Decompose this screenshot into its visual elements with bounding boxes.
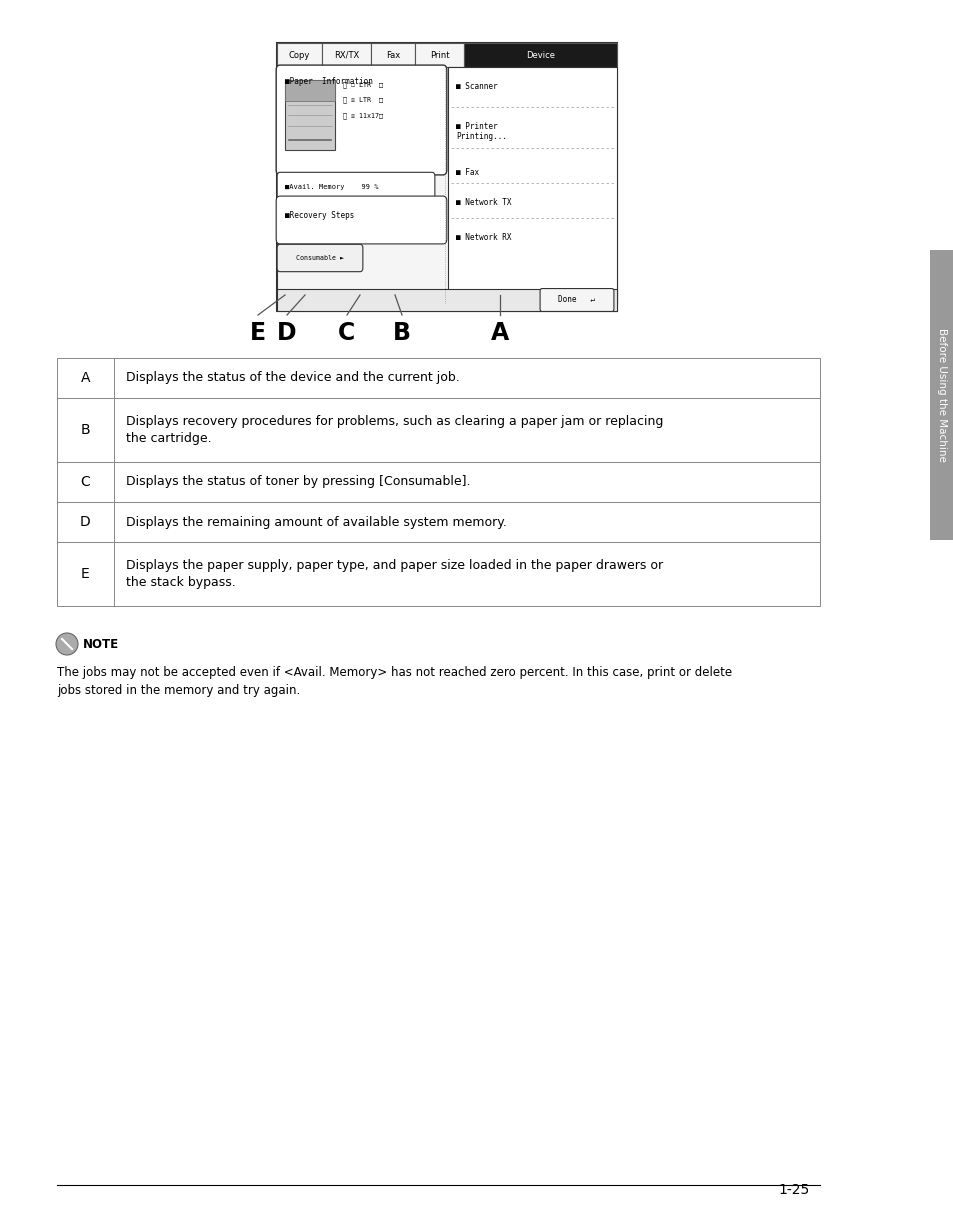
Text: ② ☒ LTR  □: ② ☒ LTR □ bbox=[343, 97, 382, 103]
Ellipse shape bbox=[56, 633, 78, 655]
FancyBboxPatch shape bbox=[277, 244, 362, 271]
FancyBboxPatch shape bbox=[276, 65, 446, 175]
Text: E: E bbox=[81, 567, 90, 582]
Bar bbox=[57, 358, 820, 398]
Text: E: E bbox=[250, 321, 266, 345]
Text: ■ Printer
Printing...: ■ Printer Printing... bbox=[456, 121, 506, 141]
Text: B: B bbox=[81, 423, 91, 437]
Text: C: C bbox=[338, 321, 355, 345]
Bar bbox=[463, 43, 617, 67]
Text: Device: Device bbox=[525, 50, 555, 59]
Text: ■Paper  Information: ■Paper Information bbox=[285, 77, 373, 86]
Text: Displays the status of the device and the current job.: Displays the status of the device and th… bbox=[126, 372, 459, 384]
Bar bbox=[285, 80, 335, 150]
Text: ■Recovery Steps: ■Recovery Steps bbox=[285, 211, 354, 220]
Bar bbox=[276, 290, 617, 310]
Text: RX/TX: RX/TX bbox=[334, 50, 358, 59]
Text: D: D bbox=[80, 515, 91, 529]
Text: A: A bbox=[491, 321, 509, 345]
FancyBboxPatch shape bbox=[277, 172, 435, 201]
Bar bbox=[285, 80, 335, 101]
Bar bbox=[929, 250, 953, 540]
Text: Before Using the Machine: Before Using the Machine bbox=[936, 328, 946, 461]
Bar bbox=[371, 43, 415, 67]
Text: Print: Print bbox=[429, 50, 449, 59]
Text: A: A bbox=[81, 371, 91, 385]
Text: ■ Network RX: ■ Network RX bbox=[456, 233, 511, 242]
Text: ■ Network TX: ■ Network TX bbox=[456, 198, 511, 207]
Text: ③ ☒ 11x17□: ③ ☒ 11x17□ bbox=[343, 113, 382, 119]
Bar bbox=[57, 502, 820, 542]
FancyBboxPatch shape bbox=[539, 288, 614, 312]
Text: Displays the paper supply, paper type, and paper size loaded in the paper drawer: Displays the paper supply, paper type, a… bbox=[126, 560, 662, 589]
Bar bbox=[276, 43, 617, 310]
Bar bbox=[322, 43, 371, 67]
Text: Displays the remaining amount of available system memory.: Displays the remaining amount of availab… bbox=[126, 515, 506, 529]
Text: 1-25: 1-25 bbox=[778, 1183, 809, 1198]
Text: The jobs may not be accepted even if <Avail. Memory> has not reached zero percen: The jobs may not be accepted even if <Av… bbox=[57, 666, 731, 697]
Text: Fax: Fax bbox=[385, 50, 399, 59]
Text: Copy: Copy bbox=[289, 50, 310, 59]
Bar bbox=[57, 398, 820, 463]
Text: ■ Scanner: ■ Scanner bbox=[456, 82, 497, 91]
Text: Done   ↵: Done ↵ bbox=[558, 296, 595, 304]
Text: ■Avail. Memory    99 %: ■Avail. Memory 99 % bbox=[285, 184, 378, 190]
Text: Consumable ►: Consumable ► bbox=[295, 255, 344, 261]
Text: C: C bbox=[81, 475, 91, 490]
Bar bbox=[57, 463, 820, 502]
Bar bbox=[448, 67, 617, 303]
Text: Displays recovery procedures for problems, such as clearing a paper jam or repla: Displays recovery procedures for problem… bbox=[126, 415, 662, 445]
Bar bbox=[57, 542, 820, 606]
Text: NOTE: NOTE bbox=[83, 638, 119, 650]
Bar bbox=[415, 43, 463, 67]
Text: Displays the status of toner by pressing [Consumable].: Displays the status of toner by pressing… bbox=[126, 476, 470, 488]
Bar bbox=[276, 43, 322, 67]
Text: ■ Fax: ■ Fax bbox=[456, 168, 478, 177]
FancyBboxPatch shape bbox=[276, 196, 446, 244]
Text: B: B bbox=[393, 321, 411, 345]
Text: ① ☐ LTR  □: ① ☐ LTR □ bbox=[343, 82, 382, 88]
Text: D: D bbox=[277, 321, 296, 345]
